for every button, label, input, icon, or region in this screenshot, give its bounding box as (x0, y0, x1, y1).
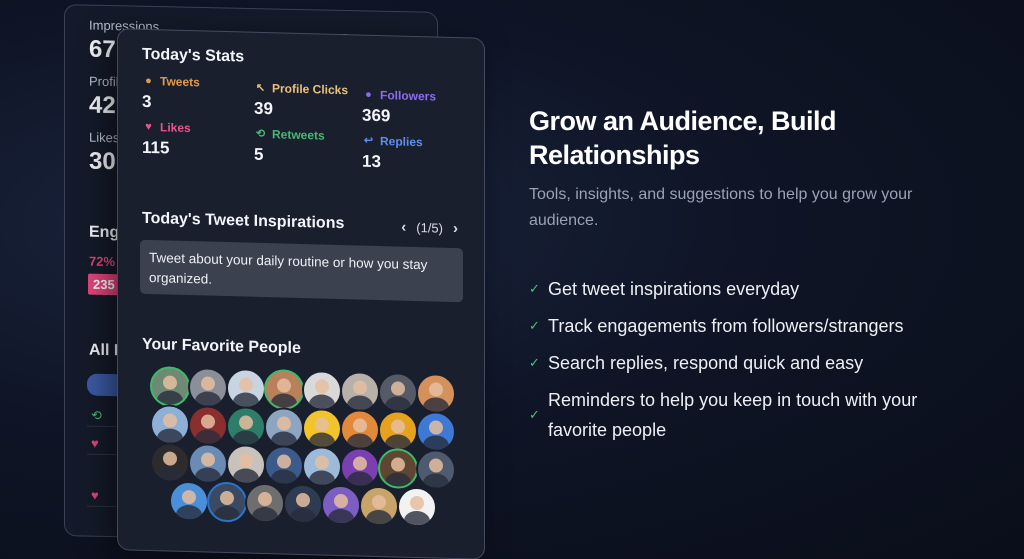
inspiration-pager: ‹ (1/5) › (401, 219, 458, 237)
heart-icon: ♥ (91, 435, 99, 451)
stat-tweets: ● Tweets 3 (142, 74, 200, 114)
profile-value: 42 (89, 91, 116, 120)
stat-label: Followers (380, 88, 437, 104)
check-icon: ✓ (529, 407, 540, 422)
avatar[interactable] (150, 442, 190, 484)
avatar[interactable] (264, 369, 304, 411)
check-icon: ✓ (529, 281, 540, 296)
feature-text: Track engagements from followers/strange… (548, 316, 904, 336)
avatar[interactable] (416, 449, 456, 491)
stat-label: Retweets (272, 127, 325, 143)
cursor-click-icon: ↖ (255, 81, 266, 94)
stat-value: 39 (254, 98, 273, 119)
today-stats-title: Today's Stats (142, 45, 245, 66)
inspiration-text[interactable]: Tweet about your daily routine or how yo… (140, 239, 463, 303)
avatar[interactable] (226, 444, 266, 486)
avatar[interactable] (264, 445, 304, 487)
chevron-right-icon[interactable]: › (453, 219, 458, 238)
avatar[interactable] (188, 443, 228, 485)
retweet-icon: ⟲ (255, 127, 266, 140)
avatar[interactable] (207, 481, 247, 523)
stat-value: 3 (142, 91, 152, 112)
user-group-icon: ● (365, 88, 372, 101)
avatar[interactable] (302, 408, 342, 450)
avatar[interactable] (378, 448, 418, 490)
likes-value: 30 (89, 147, 116, 176)
avatar[interactable] (188, 367, 228, 409)
avatar-row (148, 480, 458, 528)
avatar[interactable] (378, 410, 418, 452)
heart-icon: ♥ (145, 120, 152, 133)
avatar[interactable] (245, 482, 285, 524)
avatar[interactable] (169, 480, 209, 522)
avatar[interactable] (302, 446, 342, 488)
avatar[interactable] (416, 411, 456, 453)
avatar-row (148, 404, 458, 453)
stat-label: Likes (160, 120, 191, 136)
stat-value: 115 (142, 137, 170, 158)
feature-text: Get tweet inspirations everyday (548, 279, 800, 299)
feature-item: ✓ Track engagements from followers/strang… (529, 311, 959, 341)
avatar[interactable] (264, 407, 304, 449)
avatar[interactable] (416, 373, 456, 415)
chat-bubble-icon: ● (145, 74, 152, 87)
tweet-inspirations-title: Today's Tweet Inspirations (142, 209, 345, 233)
avatar[interactable] (340, 409, 380, 451)
heart-icon: ♥ (91, 487, 99, 503)
stat-value: 13 (362, 151, 381, 172)
avatar[interactable] (302, 370, 342, 412)
feature-item: ✓ Reminders to help you keep in touch wit… (529, 385, 959, 445)
engagement-heading: Eng (89, 223, 120, 242)
avatar[interactable] (378, 372, 418, 414)
check-icon: ✓ (529, 355, 540, 370)
avatar[interactable] (359, 485, 399, 527)
avatar[interactable] (150, 404, 190, 446)
stat-retweets: ⟲ Retweets 5 (254, 127, 325, 167)
stat-label: Tweets (160, 74, 200, 90)
reply-icon: ↩ (363, 134, 374, 147)
avatar[interactable] (188, 405, 228, 447)
stat-label: Profile Clicks (272, 81, 349, 98)
avatar[interactable] (340, 447, 380, 489)
today-stats-card: Today's Stats ● Tweets 3 ↖ Profile Clicks … (117, 28, 485, 559)
stat-value: 369 (362, 105, 391, 126)
stat-replies: ↩ Replies 13 (362, 134, 423, 174)
hero-subhead: Tools, insights, and suggestions to help… (529, 186, 913, 229)
avatar[interactable] (283, 483, 323, 525)
feature-item: ✓ Get tweet inspirations everyday (529, 274, 959, 304)
avatar[interactable] (397, 486, 437, 528)
inspiration-counter: (1/5) (416, 220, 443, 236)
stat-profile-clicks: ↖ Profile Clicks 39 (254, 81, 348, 121)
avatar[interactable] (226, 368, 266, 410)
feature-text: Search replies, respond quick and easy (548, 353, 864, 373)
impressions-value: 67 (89, 35, 116, 64)
chevron-left-icon[interactable]: ‹ (401, 218, 407, 236)
stat-likes: ♥ Likes 115 (142, 120, 191, 159)
favorite-people-title: Your Favorite People (142, 335, 301, 357)
feature-text: Reminders to help you keep in touch with… (548, 390, 918, 440)
profile-label: Profil (89, 73, 119, 90)
avatar[interactable] (340, 371, 380, 413)
avatar[interactable] (226, 406, 266, 448)
check-icon: ✓ (529, 318, 540, 333)
retweet-icon: ⟲ (91, 407, 102, 423)
likes-label: Likes (89, 129, 120, 146)
engagement-percent: 72% (89, 253, 116, 270)
stat-followers: ● Followers 369 (362, 88, 436, 128)
avatar-row (148, 366, 458, 415)
favorite-people-grid (148, 366, 458, 528)
avatar[interactable] (321, 484, 361, 526)
engagement-bar: 235 (88, 273, 120, 296)
hero-headline: Grow an Audience, Build Relationships (529, 106, 837, 170)
avatar[interactable] (150, 366, 190, 408)
feature-item: ✓ Search replies, respond quick and easy (529, 348, 959, 378)
stat-value: 5 (254, 144, 264, 165)
stat-label: Replies (380, 134, 423, 150)
feature-list: ✓ Get tweet inspirations everyday ✓ Track … (529, 274, 959, 452)
